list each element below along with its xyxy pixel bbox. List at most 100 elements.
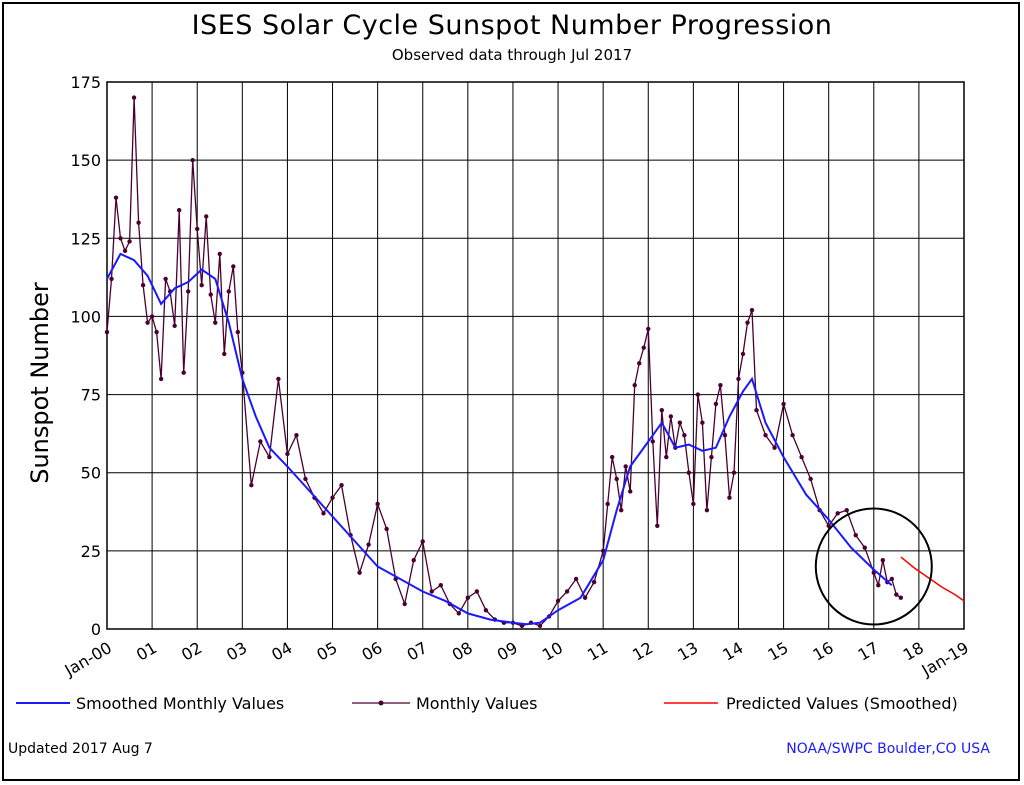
monthly-point [727, 495, 732, 500]
y-tick-label: 175 [70, 73, 101, 92]
updated-note: Updated 2017 Aug 7 [8, 741, 153, 757]
monthly-point [276, 376, 281, 382]
monthly-point [163, 276, 168, 282]
monthly-point [465, 595, 471, 600]
monthly-point [772, 445, 777, 450]
monthly-point [646, 326, 651, 332]
x-tick-label: 17 [855, 638, 882, 665]
x-tick-label: 06 [358, 638, 385, 665]
x-tick-label: 07 [404, 638, 431, 665]
monthly-point [420, 539, 425, 544]
x-tick-label: 05 [313, 638, 340, 665]
monthly-point [226, 289, 231, 294]
monthly-point [749, 307, 755, 313]
monthly-point [745, 320, 750, 325]
monthly-point [695, 392, 701, 397]
monthly-point [668, 414, 674, 419]
monthly-point [190, 157, 195, 163]
monthly-point [691, 501, 696, 507]
monthly-point [258, 439, 263, 444]
legend-swatch-monthly-marker [378, 700, 384, 706]
x-tick-label: 03 [223, 638, 250, 665]
monthly-point [600, 548, 606, 554]
x-tick-label: 04 [268, 638, 295, 665]
x-tick-label: 14 [719, 638, 746, 665]
monthly-point [889, 576, 895, 582]
x-tick-label: 09 [494, 638, 521, 665]
monthly-point [555, 598, 561, 604]
monthly-point [438, 583, 443, 588]
y-tick-label: 100 [70, 307, 101, 326]
monthly-point [249, 483, 254, 488]
monthly-point [591, 579, 597, 585]
monthly-point [104, 329, 110, 335]
monthly-point [122, 248, 128, 253]
monthly-point [704, 508, 710, 513]
monthly-point [853, 533, 858, 538]
legend-label-monthly: Monthly Values [416, 694, 538, 713]
monthly-point [876, 583, 881, 588]
monthly-point [826, 523, 831, 529]
monthly-point [366, 542, 371, 547]
series-line-predicted [900, 556, 965, 602]
y-tick-label: 125 [70, 229, 101, 248]
monthly-point [628, 489, 633, 494]
monthly-point [659, 408, 664, 413]
monthly-point [898, 595, 904, 600]
monthly-point [763, 433, 768, 438]
y-tick-label: 0 [91, 620, 101, 639]
monthly-point [844, 508, 849, 513]
monthly-point [339, 483, 344, 488]
monthly-point [136, 220, 141, 225]
monthly-point [113, 195, 119, 200]
monthly-point [894, 592, 899, 597]
series-line-smoothed [106, 252, 893, 626]
monthly-point [456, 611, 462, 616]
monthly-point [564, 589, 570, 594]
monthly-point [158, 376, 164, 382]
monthly-point [145, 320, 150, 325]
monthly-point [537, 623, 543, 629]
monthly-point [140, 282, 146, 288]
x-tick-label: 08 [449, 638, 476, 665]
monthly-point [573, 576, 579, 582]
monthly-point [722, 433, 728, 438]
x-tick-label: 01 [133, 638, 160, 665]
monthly-point [862, 545, 867, 550]
monthly-point [677, 420, 683, 425]
monthly-point [267, 454, 272, 460]
x-tick-label: 16 [810, 638, 837, 665]
monthly-point [781, 401, 786, 407]
y-tick-label: 75 [81, 386, 101, 405]
monthly-point [231, 264, 236, 269]
monthly-point [402, 601, 407, 607]
monthly-point [790, 433, 795, 438]
x-tick-label: 11 [584, 638, 611, 665]
monthly-point [637, 361, 642, 366]
monthly-point [195, 226, 200, 232]
monthly-point [375, 501, 380, 507]
monthly-point [740, 351, 746, 357]
monthly-point [208, 292, 213, 297]
monthly-point [131, 95, 137, 100]
monthly-point [217, 251, 222, 257]
monthly-point [181, 370, 186, 375]
monthly-point [605, 501, 610, 507]
monthly-point [357, 570, 362, 575]
monthly-point [682, 433, 687, 438]
x-tick-label: 13 [674, 638, 701, 665]
monthly-point [655, 523, 660, 529]
monthly-point [754, 408, 759, 413]
credit-note: NOAA/SWPC Boulder,CO USA [786, 741, 990, 757]
monthly-point [199, 282, 204, 288]
monthly-point [609, 454, 615, 460]
monthly-point [235, 329, 241, 335]
monthly-point [127, 239, 132, 244]
monthly-point [294, 433, 299, 438]
monthly-point [799, 454, 804, 460]
monthly-point [303, 476, 308, 482]
monthly-point [880, 558, 886, 563]
monthly-point [321, 511, 326, 516]
